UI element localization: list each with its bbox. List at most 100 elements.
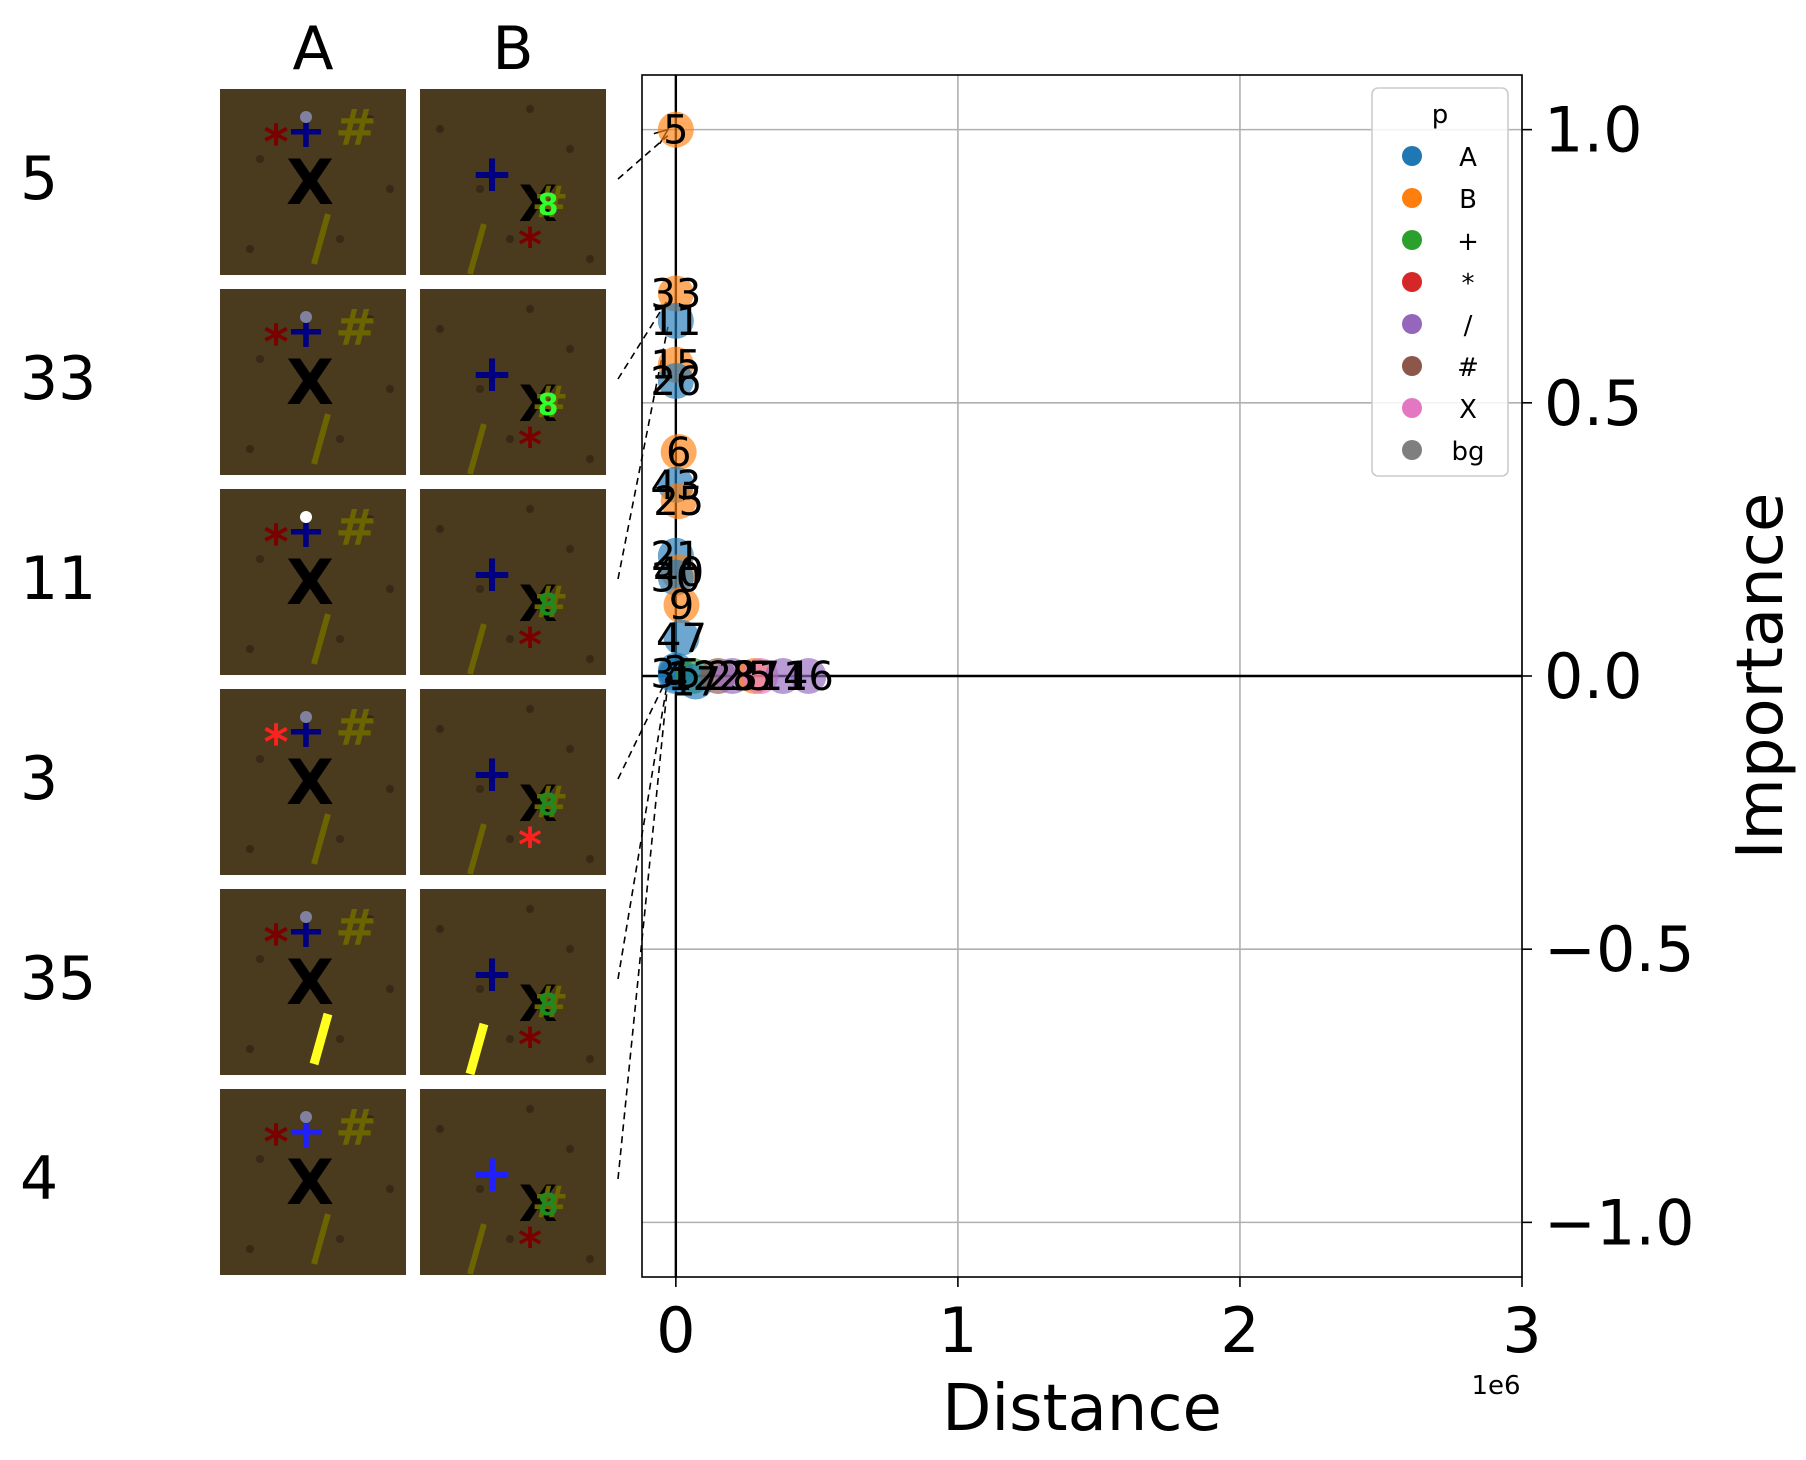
legend-marker xyxy=(1402,230,1422,250)
point-label: 12 xyxy=(667,654,718,700)
thumbnail-b: + X #8 * xyxy=(420,489,606,675)
point-label: 11 xyxy=(650,299,701,345)
texture-speck xyxy=(366,315,374,323)
x-shape: X xyxy=(286,146,334,219)
x-shape: X xyxy=(519,175,558,233)
hash-shape: # xyxy=(532,777,569,828)
texture-speck xyxy=(366,715,374,723)
texture-speck xyxy=(436,325,444,333)
hash-shape: # xyxy=(335,499,377,557)
b-object: 8 xyxy=(538,188,559,223)
legend-entry-label: B xyxy=(1459,185,1477,215)
texture-speck xyxy=(366,1115,374,1123)
hash-shape: # xyxy=(335,1099,377,1157)
y-tick-label: 0.0 xyxy=(1544,640,1643,713)
texture-speck xyxy=(566,345,574,353)
thumbnail-b: + X #8 * xyxy=(420,689,606,875)
star-shape: * xyxy=(263,1115,288,1171)
texture-speck xyxy=(256,555,264,563)
row-label: 4 xyxy=(20,1144,59,1214)
legend-marker xyxy=(1402,188,1422,208)
legend-entry-label: bg xyxy=(1451,437,1484,467)
thumbnail-background xyxy=(220,489,406,675)
b-object: 8 xyxy=(538,988,559,1023)
thumbnail-background xyxy=(220,289,406,475)
texture-speck xyxy=(336,1235,344,1243)
legend-entry-label: X xyxy=(1459,395,1477,425)
x-shape: X xyxy=(519,575,558,633)
texture-speck xyxy=(476,185,484,193)
plus-shape: + xyxy=(470,1144,514,1204)
point-label: 17 xyxy=(670,659,721,705)
y-tick-label: −1.0 xyxy=(1544,1186,1695,1259)
row-label: 5 xyxy=(20,144,59,214)
chart-point xyxy=(657,559,694,596)
slash-shape xyxy=(467,423,487,475)
legend-entry-label: # xyxy=(1457,353,1479,383)
texture-speck xyxy=(586,1055,594,1063)
chart-point xyxy=(663,619,700,656)
texture-speck xyxy=(476,785,484,793)
row-label: 3 xyxy=(20,744,59,814)
row-label: 11 xyxy=(20,544,97,614)
texture-speck xyxy=(366,115,374,123)
point-label: 3 xyxy=(663,649,688,695)
thumbnail-b: + X #8 * xyxy=(420,289,606,475)
thumbnail-a: X # * + xyxy=(220,289,406,475)
point-label: 30 xyxy=(650,556,701,602)
slash-shape xyxy=(467,823,487,875)
legend-marker xyxy=(1402,356,1422,376)
legend: pAB + * / # Xbg xyxy=(1371,87,1509,477)
thumbnail-b: + X #8 * xyxy=(420,89,606,275)
texture-speck xyxy=(336,435,344,443)
thumbnail-a: X # * + xyxy=(220,889,406,1075)
slash-shape xyxy=(311,813,331,865)
point-label: 22 xyxy=(693,654,744,700)
row-label: 33 xyxy=(20,344,97,414)
star-shape: * xyxy=(518,618,542,672)
hash-shape: # xyxy=(335,899,377,957)
texture-speck xyxy=(526,305,534,313)
texture-speck xyxy=(566,945,574,953)
texture-speck xyxy=(566,1145,574,1153)
y-tick-label: 0.5 xyxy=(1544,367,1643,440)
connector-line xyxy=(617,676,669,780)
texture-speck xyxy=(336,635,344,643)
slash-shape xyxy=(311,1213,331,1265)
x-shape: X xyxy=(286,1146,334,1219)
thumbnail-a: X # * + xyxy=(220,89,406,275)
plus-shape: + xyxy=(470,544,514,604)
point-label: 37 xyxy=(729,654,780,700)
texture-speck xyxy=(566,745,574,753)
thumbnail-a: X # * + xyxy=(220,489,406,675)
texture-speck xyxy=(436,725,444,733)
hash-shape: # xyxy=(335,299,377,357)
thumbnail-b: + X #8 * xyxy=(420,889,606,1075)
panel-column-header: A xyxy=(292,14,334,84)
point-label: 40 xyxy=(653,550,704,596)
connector-line xyxy=(617,299,669,380)
slash-shape xyxy=(309,1012,333,1066)
texture-speck xyxy=(386,985,394,993)
chart-points xyxy=(657,111,827,700)
chart-point xyxy=(663,586,700,623)
x-shape: X xyxy=(519,775,558,833)
texture-speck xyxy=(586,255,594,263)
texture-speck xyxy=(506,1235,514,1243)
a-object xyxy=(300,511,312,523)
legend-marker xyxy=(1402,146,1422,166)
legend-marker xyxy=(1402,398,1422,418)
hash-shape: # xyxy=(335,99,377,157)
plus-shape: + xyxy=(470,744,514,804)
texture-speck xyxy=(386,785,394,793)
texture-speck xyxy=(586,855,594,863)
a-object xyxy=(300,911,312,923)
x-tick-label: 0 xyxy=(656,1294,695,1367)
b-object: 8 xyxy=(538,1188,559,1223)
point-label: 21 xyxy=(650,534,701,580)
texture-speck xyxy=(256,155,264,163)
slash-shape xyxy=(467,223,487,275)
plus-shape: + xyxy=(470,344,514,404)
point-labels: 5331115266432521403094733541217222837514… xyxy=(650,108,833,706)
chart-point xyxy=(657,275,694,312)
